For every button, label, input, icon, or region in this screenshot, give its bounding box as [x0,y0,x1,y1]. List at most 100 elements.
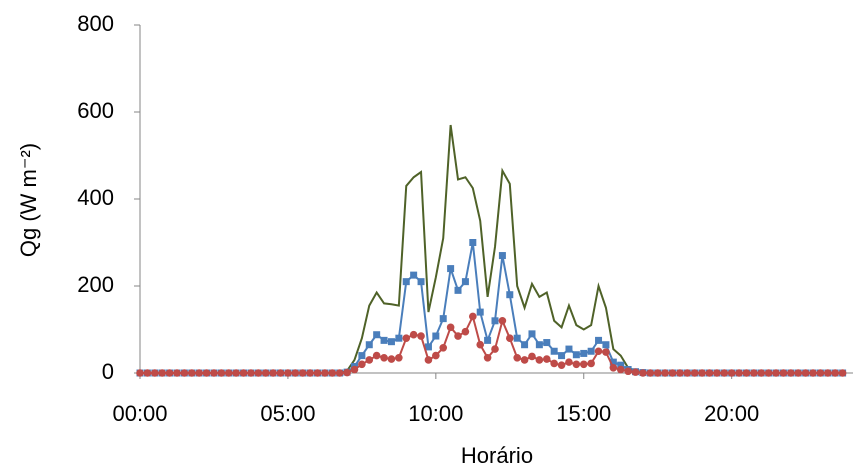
marker [417,278,425,286]
x-axis-title: Horário [461,443,533,468]
marker [676,369,684,377]
marker [646,369,655,377]
marker [210,369,218,377]
marker [609,363,618,372]
marker [498,252,506,260]
marker [424,343,432,351]
marker [224,369,233,377]
marker [831,369,840,377]
marker [380,336,388,344]
marker [373,331,381,339]
marker [631,368,640,376]
marker [150,369,159,377]
marker [313,369,322,377]
marker [750,369,758,377]
marker [587,359,595,368]
x-tick-label: 00:00 [112,401,167,426]
marker [387,355,396,363]
marker [187,369,196,377]
marker [239,369,248,377]
marker [254,369,263,377]
marker [624,367,632,376]
marker [506,291,514,299]
marker [358,352,366,360]
marker [713,369,721,377]
x-tick-label: 20:00 [704,401,759,426]
marker [513,353,521,362]
y-axis-title: Qg (W m⁻²) [16,143,41,257]
marker [809,369,817,377]
marker [454,332,462,340]
marker [764,369,773,377]
marker [705,369,714,377]
marker [284,369,292,377]
marker [572,360,581,369]
marker [247,369,255,377]
marker [521,341,529,349]
marker [520,356,529,364]
marker [335,369,344,377]
marker [528,352,536,361]
y-tick-label: 800 [77,11,114,36]
marker [402,334,411,343]
marker [217,369,226,377]
marker [469,239,477,246]
marker [543,339,551,347]
marker [602,348,610,356]
marker [432,351,440,360]
marker [579,360,588,369]
series-line [140,124,843,374]
marker [668,369,677,377]
marker [735,369,743,377]
marker [165,369,174,377]
marker [513,334,521,342]
marker [558,352,566,360]
marker [328,369,337,377]
y-tick-label: 600 [77,98,114,123]
marker [298,369,307,377]
marker [491,345,499,353]
marker [321,369,329,377]
marker [409,330,418,339]
marker [557,361,566,369]
marker [483,353,492,362]
marker [779,369,788,377]
marker [343,368,351,377]
marker [690,369,699,377]
y-tick-label: 400 [77,185,114,210]
marker [609,358,617,366]
marker [794,369,803,377]
marker [276,369,285,377]
marker [365,341,373,349]
marker [542,355,551,363]
marker [787,369,795,377]
marker [535,341,543,349]
marker [550,359,558,368]
marker [617,361,625,369]
marker [380,353,388,362]
marker [742,369,751,377]
marker [402,278,410,286]
marker [447,265,455,273]
marker [417,332,425,340]
marker [639,369,647,377]
marker [365,356,374,364]
marker [595,336,603,344]
marker [372,351,381,360]
marker [698,369,706,377]
marker [594,347,603,356]
x-tick-label: 15:00 [556,401,611,426]
marker [195,369,203,377]
marker [505,334,514,343]
x-tick-label: 05:00 [260,401,315,426]
marker [136,369,144,377]
marker [291,369,300,377]
series-line [140,313,843,374]
marker [232,369,240,377]
y-tick-label: 0 [102,359,114,384]
marker [491,317,499,325]
marker [550,347,558,355]
marker [158,369,166,377]
marker [358,360,366,369]
